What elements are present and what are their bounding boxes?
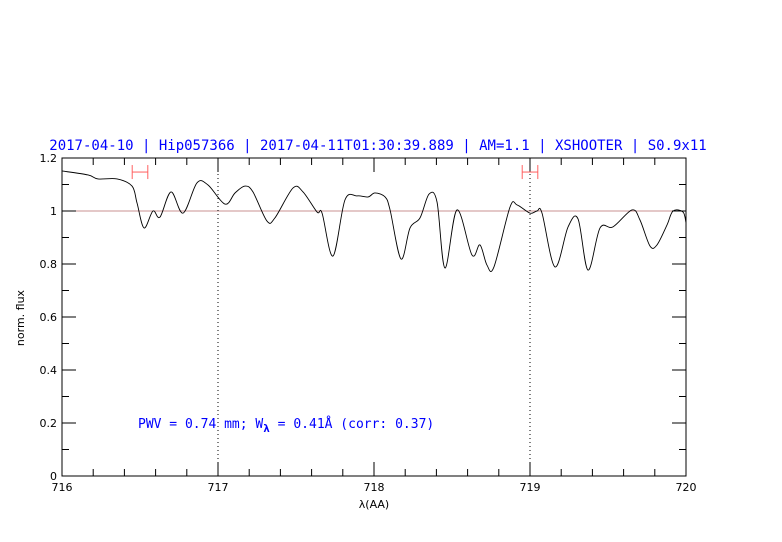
annotation-subscript: λ [263, 422, 270, 435]
x-tick-label: 719 [520, 481, 541, 494]
y-tick-label: 0.6 [40, 311, 58, 324]
annotation-suffix: = 0.41Å (corr: 0.37) [270, 416, 434, 432]
x-tick-label: 716 [52, 481, 73, 494]
y-tick-label: 1 [50, 205, 57, 218]
spectrum-line [61, 170, 687, 272]
chart-title: 2017-04-10 | Hip057366 | 2017-04-11T01:3… [49, 138, 706, 154]
x-axis-label: λ(AA) [359, 498, 389, 511]
error-bars [131, 165, 539, 180]
x-tick-label: 718 [364, 481, 385, 494]
axis-ticks [61, 157, 687, 477]
y-tick-label: 0.2 [40, 417, 58, 430]
tick-labels: 716 717 718 719 720 0 0.2 0.4 0.6 0.8 1 1.2 [40, 152, 697, 494]
y-tick-label: 0.8 [40, 258, 58, 271]
annotation-prefix: PWV = 0.74 mm; W [138, 417, 263, 432]
reference-lines [62, 158, 686, 476]
y-tick-label: 0 [50, 470, 57, 483]
y-tick-label: 0.4 [40, 364, 58, 377]
y-axis-label: norm. flux [14, 289, 27, 346]
plot-frame [61, 157, 687, 477]
y-tick-label: 1.2 [40, 152, 58, 165]
pwv-annotation: PWV = 0.74 mm; Wλ = 0.41Å (corr: 0.37) [138, 416, 434, 435]
error-bar [521, 165, 539, 180]
x-tick-label: 720 [676, 481, 697, 494]
error-bar [131, 165, 149, 180]
x-tick-label: 717 [208, 481, 229, 494]
